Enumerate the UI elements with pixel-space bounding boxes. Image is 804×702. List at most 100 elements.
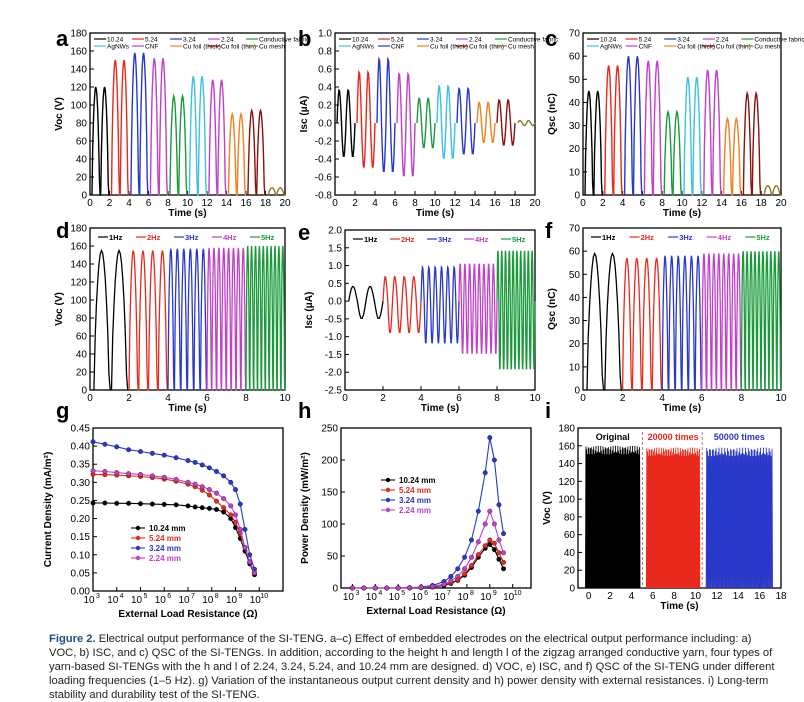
- data-point: [448, 578, 454, 584]
- y-tick-label: 50: [327, 552, 339, 563]
- legend-label: CNF: [145, 44, 158, 51]
- x-tick-label: 4: [372, 198, 378, 209]
- segment-trace-1: [645, 447, 701, 589]
- data-point: [496, 556, 502, 562]
- x-axis-label: Time (s): [421, 403, 459, 414]
- y-tick-label: -0.6: [315, 173, 333, 184]
- x-tick-label: 18: [260, 198, 272, 209]
- y-tick-label: 30: [569, 121, 581, 132]
- legend-label: 4Hz: [718, 233, 732, 242]
- x-tick-label: 8: [739, 393, 745, 404]
- series-line-Cu-mesh: [763, 184, 782, 196]
- series-line-2Hz: [128, 250, 168, 391]
- legend-label: Cu mesh: [259, 44, 285, 51]
- data-point: [102, 441, 108, 447]
- legend-label: 2.24 mm: [149, 554, 181, 563]
- panel-letter-h: h: [298, 398, 311, 423]
- y-tick-label: 0: [574, 386, 580, 397]
- y-axis-label: Isc (μA): [304, 292, 315, 329]
- x-tick-label: 16: [736, 198, 748, 209]
- y-tick-label: 0.40: [71, 442, 91, 453]
- y-tick-label: 0.6: [318, 65, 332, 76]
- legend-label: 10.24: [600, 37, 617, 44]
- legend-label: 2Hz: [401, 235, 415, 244]
- data-point: [491, 457, 497, 463]
- y-tick-label: 1.0: [318, 29, 332, 40]
- data-point: [221, 509, 227, 515]
- legend-label: 5Hz: [512, 235, 526, 244]
- data-point: [501, 531, 506, 537]
- data-point: [90, 439, 96, 445]
- y-axis-label: Isc (μA): [299, 96, 310, 133]
- data-point: [233, 512, 238, 518]
- data-point: [482, 470, 488, 476]
- legend-label: AgNWs: [600, 44, 623, 51]
- data-point: [138, 471, 143, 477]
- y-tick-label: 20: [564, 566, 576, 577]
- x-tick-label: 10: [155, 595, 167, 606]
- legend-label: 10.24 mm: [149, 524, 185, 533]
- legend-label: 5Hz: [261, 233, 275, 242]
- x-tick-label: 20: [529, 198, 541, 209]
- data-point: [491, 540, 497, 546]
- data-point: [237, 526, 243, 532]
- data-point: [501, 566, 506, 572]
- x-axis-label: External Load Resistance (Ω): [366, 606, 505, 617]
- legend-marker: [385, 507, 391, 513]
- x-tick-label: 10: [503, 592, 515, 603]
- x-tick-label: 10: [457, 592, 469, 603]
- series-line-10-24: [336, 88, 356, 158]
- data-point: [173, 502, 179, 508]
- y-tick-label: 20: [76, 173, 88, 184]
- series-line-3Hz: [661, 255, 702, 391]
- y-tick-label: 80: [564, 512, 576, 523]
- x-tick-label: 10: [250, 595, 262, 606]
- data-point: [482, 543, 488, 549]
- y-tick-label: 160: [70, 47, 87, 58]
- y-tick-label: 0: [81, 386, 87, 397]
- x-tick-label: 4: [165, 393, 171, 404]
- y-tick-label: 0.4: [318, 83, 332, 94]
- legend-label: Conductive fabric: [754, 37, 804, 44]
- x-tick-label: 10: [107, 595, 119, 606]
- series-line-5-24-mm: [352, 539, 504, 589]
- x-tick-label: 6: [640, 198, 646, 209]
- series-line-2-24-mm: [352, 509, 505, 589]
- data-point: [114, 470, 120, 476]
- data-point: [90, 468, 96, 474]
- x-tick-label: 12: [696, 198, 708, 209]
- series-line-CNF: [208, 79, 227, 196]
- x-tick-label: 6: [699, 393, 705, 404]
- panel-letter-c: c: [545, 26, 557, 51]
- data-point: [199, 505, 205, 511]
- y-tick-label: 0: [332, 584, 338, 595]
- data-point: [192, 481, 198, 487]
- x-tick-exponent: 4: [378, 590, 382, 597]
- x-tick-label: 0: [580, 393, 586, 404]
- x-tick-exponent: 3: [355, 590, 359, 597]
- x-tick-label: 4: [126, 198, 132, 209]
- y-tick-label: 180: [70, 29, 87, 40]
- data-point: [206, 487, 212, 493]
- y-tick-label: 0.20: [71, 514, 91, 525]
- data-point: [242, 526, 248, 532]
- y-tick-label: 0.5: [328, 279, 342, 290]
- y-tick-label: 10: [569, 362, 581, 373]
- y-tick-label: 0.35: [71, 460, 91, 471]
- data-point: [90, 500, 96, 506]
- x-tick-label: 10: [131, 595, 143, 606]
- x-tick-exponent: 3: [96, 593, 100, 600]
- legend-marker: [385, 497, 391, 503]
- series-line-Cu-foil-thick-: [476, 101, 496, 144]
- series-line-4Hz: [458, 263, 498, 354]
- panel-letter-g: g: [56, 398, 69, 423]
- panel-b: b -0.8 -0.6 -0.4 -0.2 0.0 0.2 0.4 0.6 0.8 1.0 0 2 4 6 8…: [298, 26, 559, 219]
- y-tick-label: -2.5: [325, 386, 343, 397]
- legend-label: Cu foil (thick): [183, 44, 221, 51]
- y-tick-label: 60: [76, 137, 88, 148]
- x-tick-exponent: 5: [401, 590, 405, 597]
- data-point: [487, 537, 493, 543]
- y-tick-label: -0.5: [325, 314, 343, 325]
- x-tick-exponent: 6: [167, 593, 171, 600]
- legend-marker: [135, 545, 141, 551]
